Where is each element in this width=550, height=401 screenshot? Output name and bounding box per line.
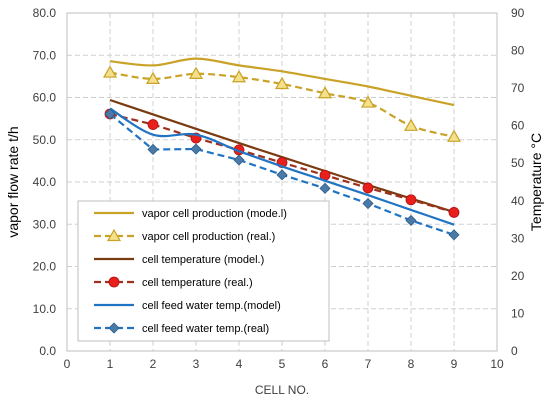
x-tick-label: 9: [451, 357, 458, 371]
legend-label: cell temperature (model.): [142, 254, 264, 266]
y-left-tick-label: 20.0: [33, 260, 57, 274]
y-left-tick-label: 50.0: [33, 133, 57, 147]
y-right-tick-label: 30: [511, 231, 525, 245]
data-point-marker: [147, 143, 159, 156]
y-left-axis-title: vapor flow rate t/h: [5, 126, 21, 237]
legend-label: cell feed water temp.(real): [142, 323, 269, 335]
series-line: [109, 71, 455, 138]
x-tick-label: 7: [365, 357, 372, 371]
legend-item: vapor cell production (mode.l): [94, 208, 287, 220]
data-point-marker: [274, 76, 290, 90]
data-point-marker: [108, 322, 120, 334]
data-point-marker: [362, 197, 374, 210]
x-tick-label: 6: [322, 357, 329, 371]
legend-item: cell temperature (model.): [94, 254, 264, 266]
y-right-tick-label: 90: [511, 6, 525, 20]
y-right-tick-label: 60: [511, 119, 525, 133]
data-point-marker: [102, 65, 118, 78]
x-axis-ticks: 0 1 2 3 4 5 6 7 8 9 10: [64, 357, 504, 371]
data-point-marker: [147, 119, 159, 130]
series-line: [109, 107, 455, 226]
y-left-tick-label: 30.0: [33, 217, 57, 231]
y-left-tick-label: 80.0: [33, 6, 57, 20]
data-point-marker: [233, 154, 245, 166]
x-tick-label: 0: [64, 357, 71, 371]
y-right-axis-title: Temperature °C: [528, 133, 544, 231]
series-layer: [102, 57, 462, 241]
plot-area-frame: [66, 12, 498, 352]
y-right-tick-label: 10: [511, 306, 525, 320]
x-tick-label: 2: [150, 357, 157, 371]
data-point-marker: [231, 70, 247, 83]
legend-label: vapor cell production (real.): [142, 231, 275, 243]
data-point-marker: [190, 143, 202, 155]
x-tick-label: 4: [236, 357, 243, 371]
x-tick-label: 8: [408, 357, 415, 371]
data-point-marker: [106, 228, 122, 242]
data-point-marker: [403, 118, 419, 131]
y-left-axis-ticks: 0.0 10.0 20.0 30.0 40.0 50.0 60.0 70.0 80.0: [33, 6, 57, 358]
y-left-tick-label: 40.0: [33, 175, 57, 189]
x-tick-label: 10: [490, 357, 504, 371]
legend-label: cell feed water temp.(model): [142, 300, 281, 312]
series-3: [109, 98, 455, 214]
legend-item: cell temperature (real.): [94, 276, 253, 289]
legend-label: vapor cell production (mode.l): [142, 208, 287, 220]
legend-box: [77, 200, 330, 342]
series-line: [109, 98, 455, 214]
x-tick-label: 5: [279, 357, 286, 371]
y-left-tick-label: 0.0: [39, 344, 56, 358]
y-right-tick-label: 20: [511, 269, 525, 283]
y-left-tick-label: 10.0: [33, 302, 57, 316]
data-point-marker: [108, 276, 120, 288]
data-point-marker: [319, 182, 331, 194]
y-left-tick-label: 60.0: [33, 91, 57, 105]
legend-item: cell feed water temp.(real): [94, 322, 269, 335]
data-point-marker: [145, 71, 161, 85]
y-right-tick-label: 80: [511, 44, 525, 58]
x-axis-title: CELL NO.: [255, 383, 309, 397]
data-point-marker: [448, 229, 460, 241]
x-tick-label: 1: [107, 357, 114, 371]
y-right-tick-label: 70: [511, 81, 525, 95]
series-line: [109, 57, 455, 107]
y-right-tick-label: 0: [511, 344, 518, 358]
y-right-tick-label: 50: [511, 156, 525, 170]
data-point-marker: [104, 108, 116, 120]
legend-item: cell feed water temp.(model): [94, 300, 281, 312]
legend-label: cell temperature (real.): [142, 277, 253, 289]
data-point-marker: [448, 207, 460, 218]
data-point-marker: [188, 66, 204, 79]
legend-item: vapor cell production (real.): [94, 228, 275, 243]
y-left-tick-label: 70.0: [33, 48, 57, 62]
series-2: [102, 65, 462, 142]
series-5: [109, 107, 455, 226]
series-6: [104, 108, 460, 241]
y-right-axis-ticks: 0 10 20 30 40 50 60 70 80 90: [511, 6, 525, 358]
data-point-marker: [276, 169, 288, 181]
legend: vapor cell production (mode.l) vapor cell…: [77, 200, 330, 342]
data-point-marker: [362, 182, 374, 194]
series-1: [109, 57, 455, 107]
x-tick-label: 3: [193, 357, 200, 371]
data-point-marker: [317, 86, 333, 99]
data-point-marker: [360, 95, 376, 108]
data-point-marker: [446, 129, 462, 142]
y-right-tick-label: 40: [511, 194, 525, 208]
data-point-marker: [405, 214, 417, 227]
data-point-marker: [405, 194, 417, 206]
